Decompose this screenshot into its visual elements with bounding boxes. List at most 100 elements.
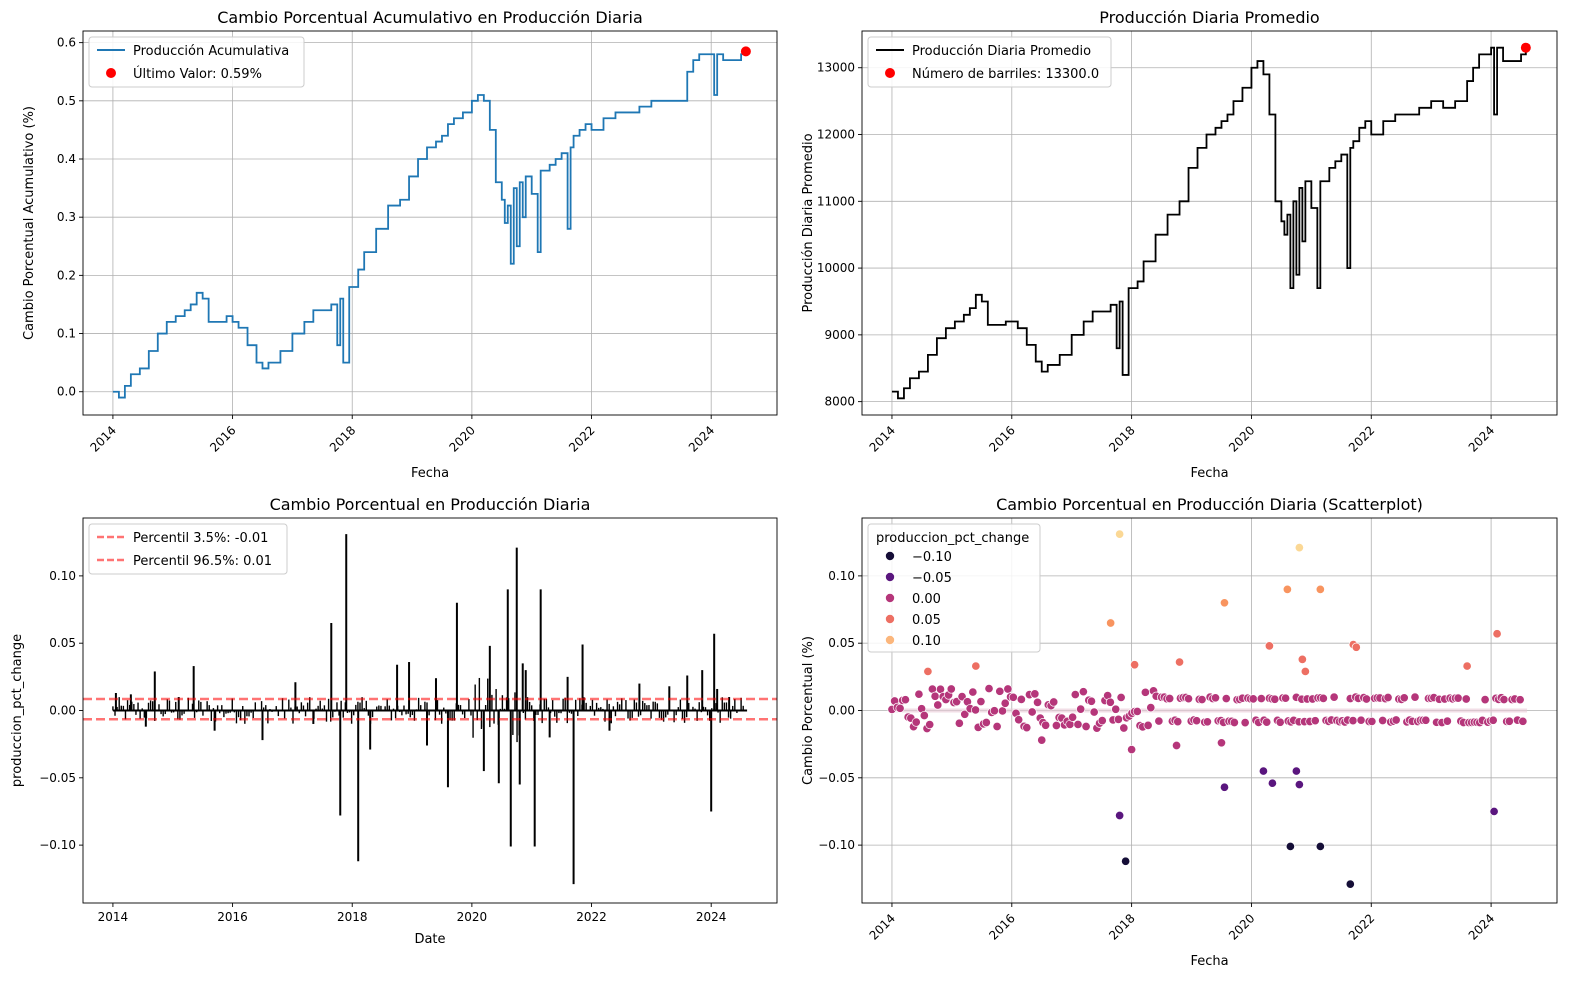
chart-4: 2014 2016 2018 2020 2022 2024 −0.10 −0.05 0.00 0.… [801,495,1558,969]
x-tick-label: 2020 [457,910,488,924]
scatter-point [968,687,978,697]
axes-frame [861,30,1558,416]
scatter-point [1032,697,1043,707]
y-tick-label: −0.10 [39,838,76,852]
scatter-point [1143,720,1153,730]
scatter-point [1016,694,1026,704]
scatter-point [1489,806,1499,817]
chart-title: Cambio Porcentual en Producción Diaria [270,495,591,514]
scatter-point [1173,717,1183,727]
scatter-point [1081,721,1091,732]
chart-3: 2014 2016 2018 2020 2022 2024 −0.10 −0.05 0.00 0.… [10,495,778,947]
chart-title: Cambio Porcentual Acumulativo en Producc… [217,8,643,27]
chart-title: Producción Diaria Promedio [1099,8,1319,27]
series-line [891,46,1527,400]
scatter-point [1248,694,1258,704]
y-axis-label: produccion_pct_change [10,634,25,787]
legend-label: Número de barriles: 13300.0 [912,67,1099,82]
scatter-point [984,684,994,694]
legend-label: −0.10 [912,550,952,565]
legend-label: Producción Acumulativa [133,44,289,59]
scatter-point [1121,856,1131,866]
y-axis-label: Cambio Porcentual (%) [801,636,816,785]
scatter-point [1356,715,1366,725]
scatter-point [1027,707,1037,717]
scatter-point [992,721,1002,732]
scatter-point [1008,692,1018,702]
x-tick-label: 2018 [327,423,358,454]
legend-marker-swatch [885,635,895,645]
scatter-point [1022,723,1032,733]
scatter-point [1262,717,1272,727]
scatter-point [1480,695,1490,705]
scatter-point [1297,654,1307,664]
y-tick-label: 0.1 [57,327,76,341]
scatter-point [914,689,924,699]
x-tick-label: 2022 [576,910,607,924]
scatter-point [1037,735,1047,745]
legend-label: Último Valor: 0.59% [133,66,262,82]
x-axis-label: Fecha [1190,954,1228,969]
x-axis-label: Fecha [411,466,449,481]
scatter-point [1030,689,1040,699]
scatter-point [1258,766,1268,776]
y-tick-label: 0.10 [49,569,76,583]
legend-marker-swatch [106,68,116,78]
scatter-point [925,719,935,730]
legend-label: Producción Diaria Promedio [912,44,1091,59]
legend: Producción Diaria Promedio Número de barr… [867,36,1112,88]
scatter-point [1127,744,1137,755]
legend: Producción Acumulativa Último Valor: 0.59… [88,36,305,88]
x-tick-label: 2024 [1466,911,1497,942]
scatter-point [1210,693,1221,703]
y-axis-label: Producción Diaria Promedio [801,133,816,312]
scatter-point [1240,718,1250,728]
scatter-point [1492,629,1502,639]
scatter-point [1216,738,1227,748]
scatter-point [1315,841,1325,852]
scatter-point [1130,660,1140,670]
scatter-point [1267,778,1277,788]
y-tick-label: 0.5 [57,94,76,108]
scatter-point [1219,782,1230,792]
scatter-point [1453,693,1463,703]
legend-box [88,523,288,575]
scatter-point [1049,697,1059,707]
y-tick-label: −0.05 [39,771,76,785]
y-tick-label: 9000 [824,328,855,342]
legend-label: Percentil 3.5%: -0.01 [133,531,268,546]
scatter-point [1518,716,1528,726]
y-tick-label: 0.6 [57,36,76,50]
scatter-point [1070,690,1080,700]
scatter-point [1014,715,1024,725]
scatter-point [1116,692,1126,702]
scatter-point [1499,695,1509,705]
scatter-point [1119,723,1129,733]
scatter-point [1462,661,1472,671]
y-tick-label: 0.00 [828,704,855,718]
legend-label: 0.10 [912,634,941,649]
scatter-point [997,706,1008,716]
x-tick-label: 2020 [1226,911,1257,942]
plot-area [891,42,1531,400]
scatter-point [1171,740,1182,751]
scatter-point [1078,687,1088,697]
scatter-point [1097,716,1107,726]
series-line [112,48,747,399]
scatter-point [1068,712,1078,722]
x-tick-label: 2024 [696,910,727,924]
x-tick-label: 2016 [986,423,1017,454]
y-tick-label: 0.4 [57,152,76,166]
legend-marker-swatch [885,551,895,561]
legend-label: 0.05 [912,613,941,628]
x-tick-label: 2024 [686,423,717,454]
legend-marker-swatch [885,614,895,624]
legend: Percentil 3.5%: -0.01 Percentil 96.5%: 0.… [88,523,288,575]
scatter-point [1504,716,1514,726]
legend-label: Percentil 96.5%: 0.01 [133,554,272,569]
scatter-point [960,709,970,719]
scatter-point [1270,694,1280,704]
legend-box [88,36,305,88]
y-tick-label: −0.10 [818,838,855,852]
